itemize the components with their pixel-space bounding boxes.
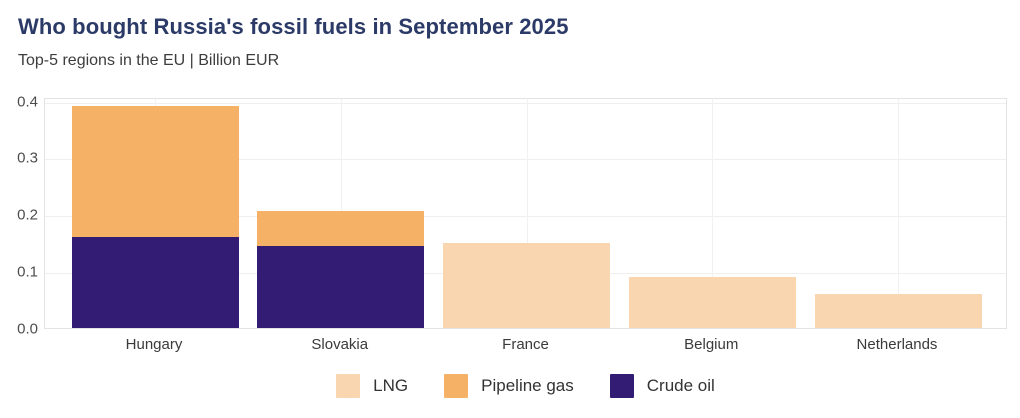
gridline-x-belgium [712, 99, 714, 328]
bar-segment-belgium-lng[interactable] [628, 276, 796, 328]
legend-swatch-pipeline-gas [444, 374, 469, 398]
gridline-y-0.3 [45, 159, 1006, 161]
bar-segment-france-lng[interactable] [443, 242, 610, 328]
bar-segment-netherlands-lng[interactable] [814, 293, 982, 328]
chart-subtitle: Top-5 regions in the EU | Billion EUR [18, 52, 280, 69]
gridline-x-france [526, 99, 528, 328]
x-axis: Hungary Slovakia France Belgium Netherlands [44, 336, 1007, 356]
gridline-x-netherlands [898, 99, 899, 328]
bar-segment-hungary-pipeline-gas[interactable] [71, 106, 239, 237]
gridline-y-0.4 [45, 102, 1006, 104]
bar-segment-hungary-crude-oil[interactable] [71, 237, 239, 328]
legend-item-crude-oil[interactable]: Crude oil [609, 374, 715, 398]
plot-area [44, 98, 1007, 329]
bar-segment-slovakia-crude-oil[interactable] [257, 245, 425, 328]
x-tick-label-hungary: Hungary [125, 336, 183, 353]
bar-segment-slovakia-pipeline-gas[interactable] [257, 211, 425, 246]
legend: LNG Pipeline gas Crude oil [44, 370, 1007, 402]
legend-item-lng[interactable]: LNG [336, 374, 408, 398]
legend-item-pipeline-gas[interactable]: Pipeline gas [444, 374, 574, 398]
y-tick-label-0.0: 0.0 [17, 320, 38, 338]
y-tick-label-0.4: 0.4 [17, 93, 38, 110]
y-tick-label-0.3: 0.3 [17, 149, 38, 167]
y-tick-label-0.2: 0.2 [17, 206, 38, 224]
gridline-y-0.2 [45, 216, 1006, 218]
chart-title: Who bought Russia's fossil fuels in Sept… [18, 14, 569, 39]
x-tick-label-slovakia: Slovakia [311, 336, 369, 353]
legend-label-crude-oil: Crude oil [646, 376, 715, 395]
y-axis: 0.0 0.1 0.2 0.3 0.4 [0, 0, 38, 418]
x-tick-label-france: France [502, 336, 549, 353]
legend-swatch-lng [336, 374, 361, 398]
y-tick-label-0.1: 0.1 [17, 263, 38, 281]
legend-label-pipeline-gas: Pipeline gas [481, 376, 574, 395]
legend-label-lng: LNG [373, 376, 409, 395]
legend-swatch-crude-oil [609, 374, 634, 398]
x-tick-label-netherlands: Netherlands [856, 336, 938, 353]
x-tick-label-belgium: Belgium [684, 336, 739, 353]
